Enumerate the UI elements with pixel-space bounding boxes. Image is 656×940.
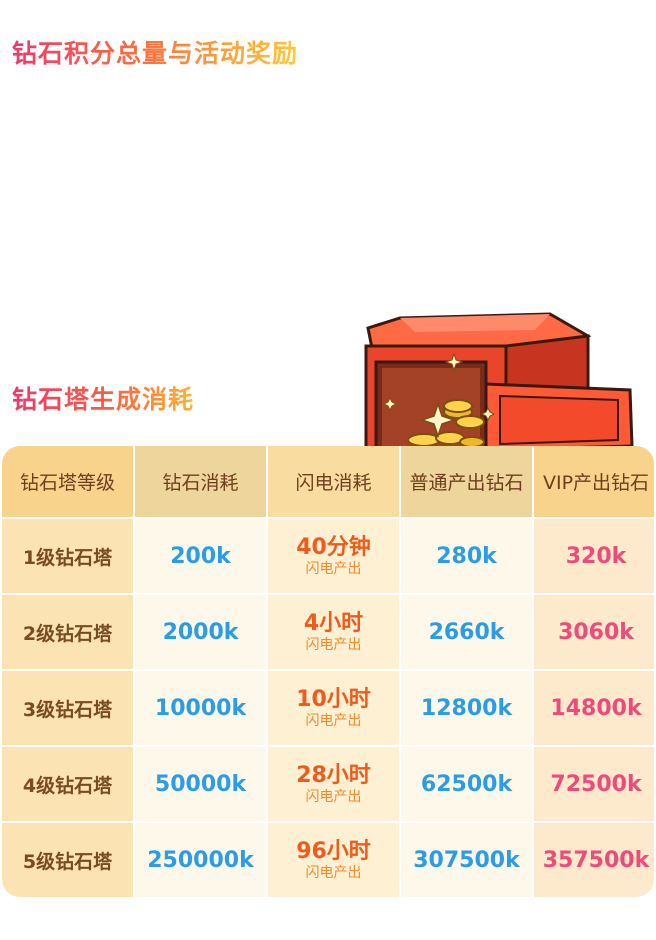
lightning-cost-value: 96小时 — [296, 839, 371, 864]
lightning-note: 闪电产出 — [305, 561, 362, 577]
header-level: 钻石塔等级 — [2, 446, 133, 517]
diamond-cost-value: 50000k — [154, 771, 247, 797]
row-level: 3级钻石塔 — [2, 669, 133, 745]
header-diamond-cost: 钻石消耗 — [135, 446, 266, 517]
vip-output-value: 320k — [565, 543, 627, 569]
header-lightning-cost: 闪电消耗 — [268, 446, 399, 517]
diamond-tower-table: 钻石塔等级 钻石消耗 闪电消耗 普通产出钻石 VIP产出钻石 1级钻石塔 200… — [2, 446, 654, 897]
normal-output-value: 280k — [436, 543, 497, 569]
normal-output-value: 62500k — [420, 771, 513, 797]
lightning-note: 闪电产出 — [305, 637, 362, 653]
title-diamond-points-total: 钻石积分总量与活动奖励 — [12, 34, 298, 70]
lightning-note: 闪电产出 — [305, 713, 362, 729]
vip-output-value: 72500k — [550, 771, 642, 797]
header-normal-output: 普通产出钻石 — [401, 446, 532, 517]
lightning-cost-value: 28小时 — [296, 763, 371, 788]
row-level: 4级钻石塔 — [2, 745, 133, 821]
normal-output-value: 12800k — [420, 695, 513, 721]
lightning-cost-value: 40分钟 — [296, 535, 371, 560]
row-level: 1级钻石塔 — [2, 517, 133, 593]
diamond-cost-value: 2000k — [162, 619, 239, 645]
diamond-cost-value: 250000k — [147, 847, 254, 873]
header-vip-output: VIP产出钻石 — [534, 446, 654, 517]
diamond-cost-value: 10000k — [154, 695, 247, 721]
lightning-cost-value: 10小时 — [296, 687, 371, 712]
vip-output-value: 357500k — [542, 847, 650, 873]
diamond-cost-value: 200k — [170, 543, 231, 569]
title-diamond-tower-cost: 钻石塔生成消耗 — [12, 380, 194, 416]
lightning-note: 闪电产出 — [305, 865, 362, 881]
normal-output-value: 307500k — [413, 847, 520, 873]
row-level: 5级钻石塔 — [2, 821, 133, 897]
lightning-cost-value: 4小时 — [303, 611, 364, 636]
treasure-safe-icon — [364, 312, 634, 450]
lightning-note: 闪电产出 — [305, 789, 362, 805]
vip-output-value: 14800k — [550, 695, 642, 721]
row-level: 2级钻石塔 — [2, 593, 133, 669]
normal-output-value: 2660k — [428, 619, 505, 645]
vip-output-value: 3060k — [558, 619, 634, 645]
